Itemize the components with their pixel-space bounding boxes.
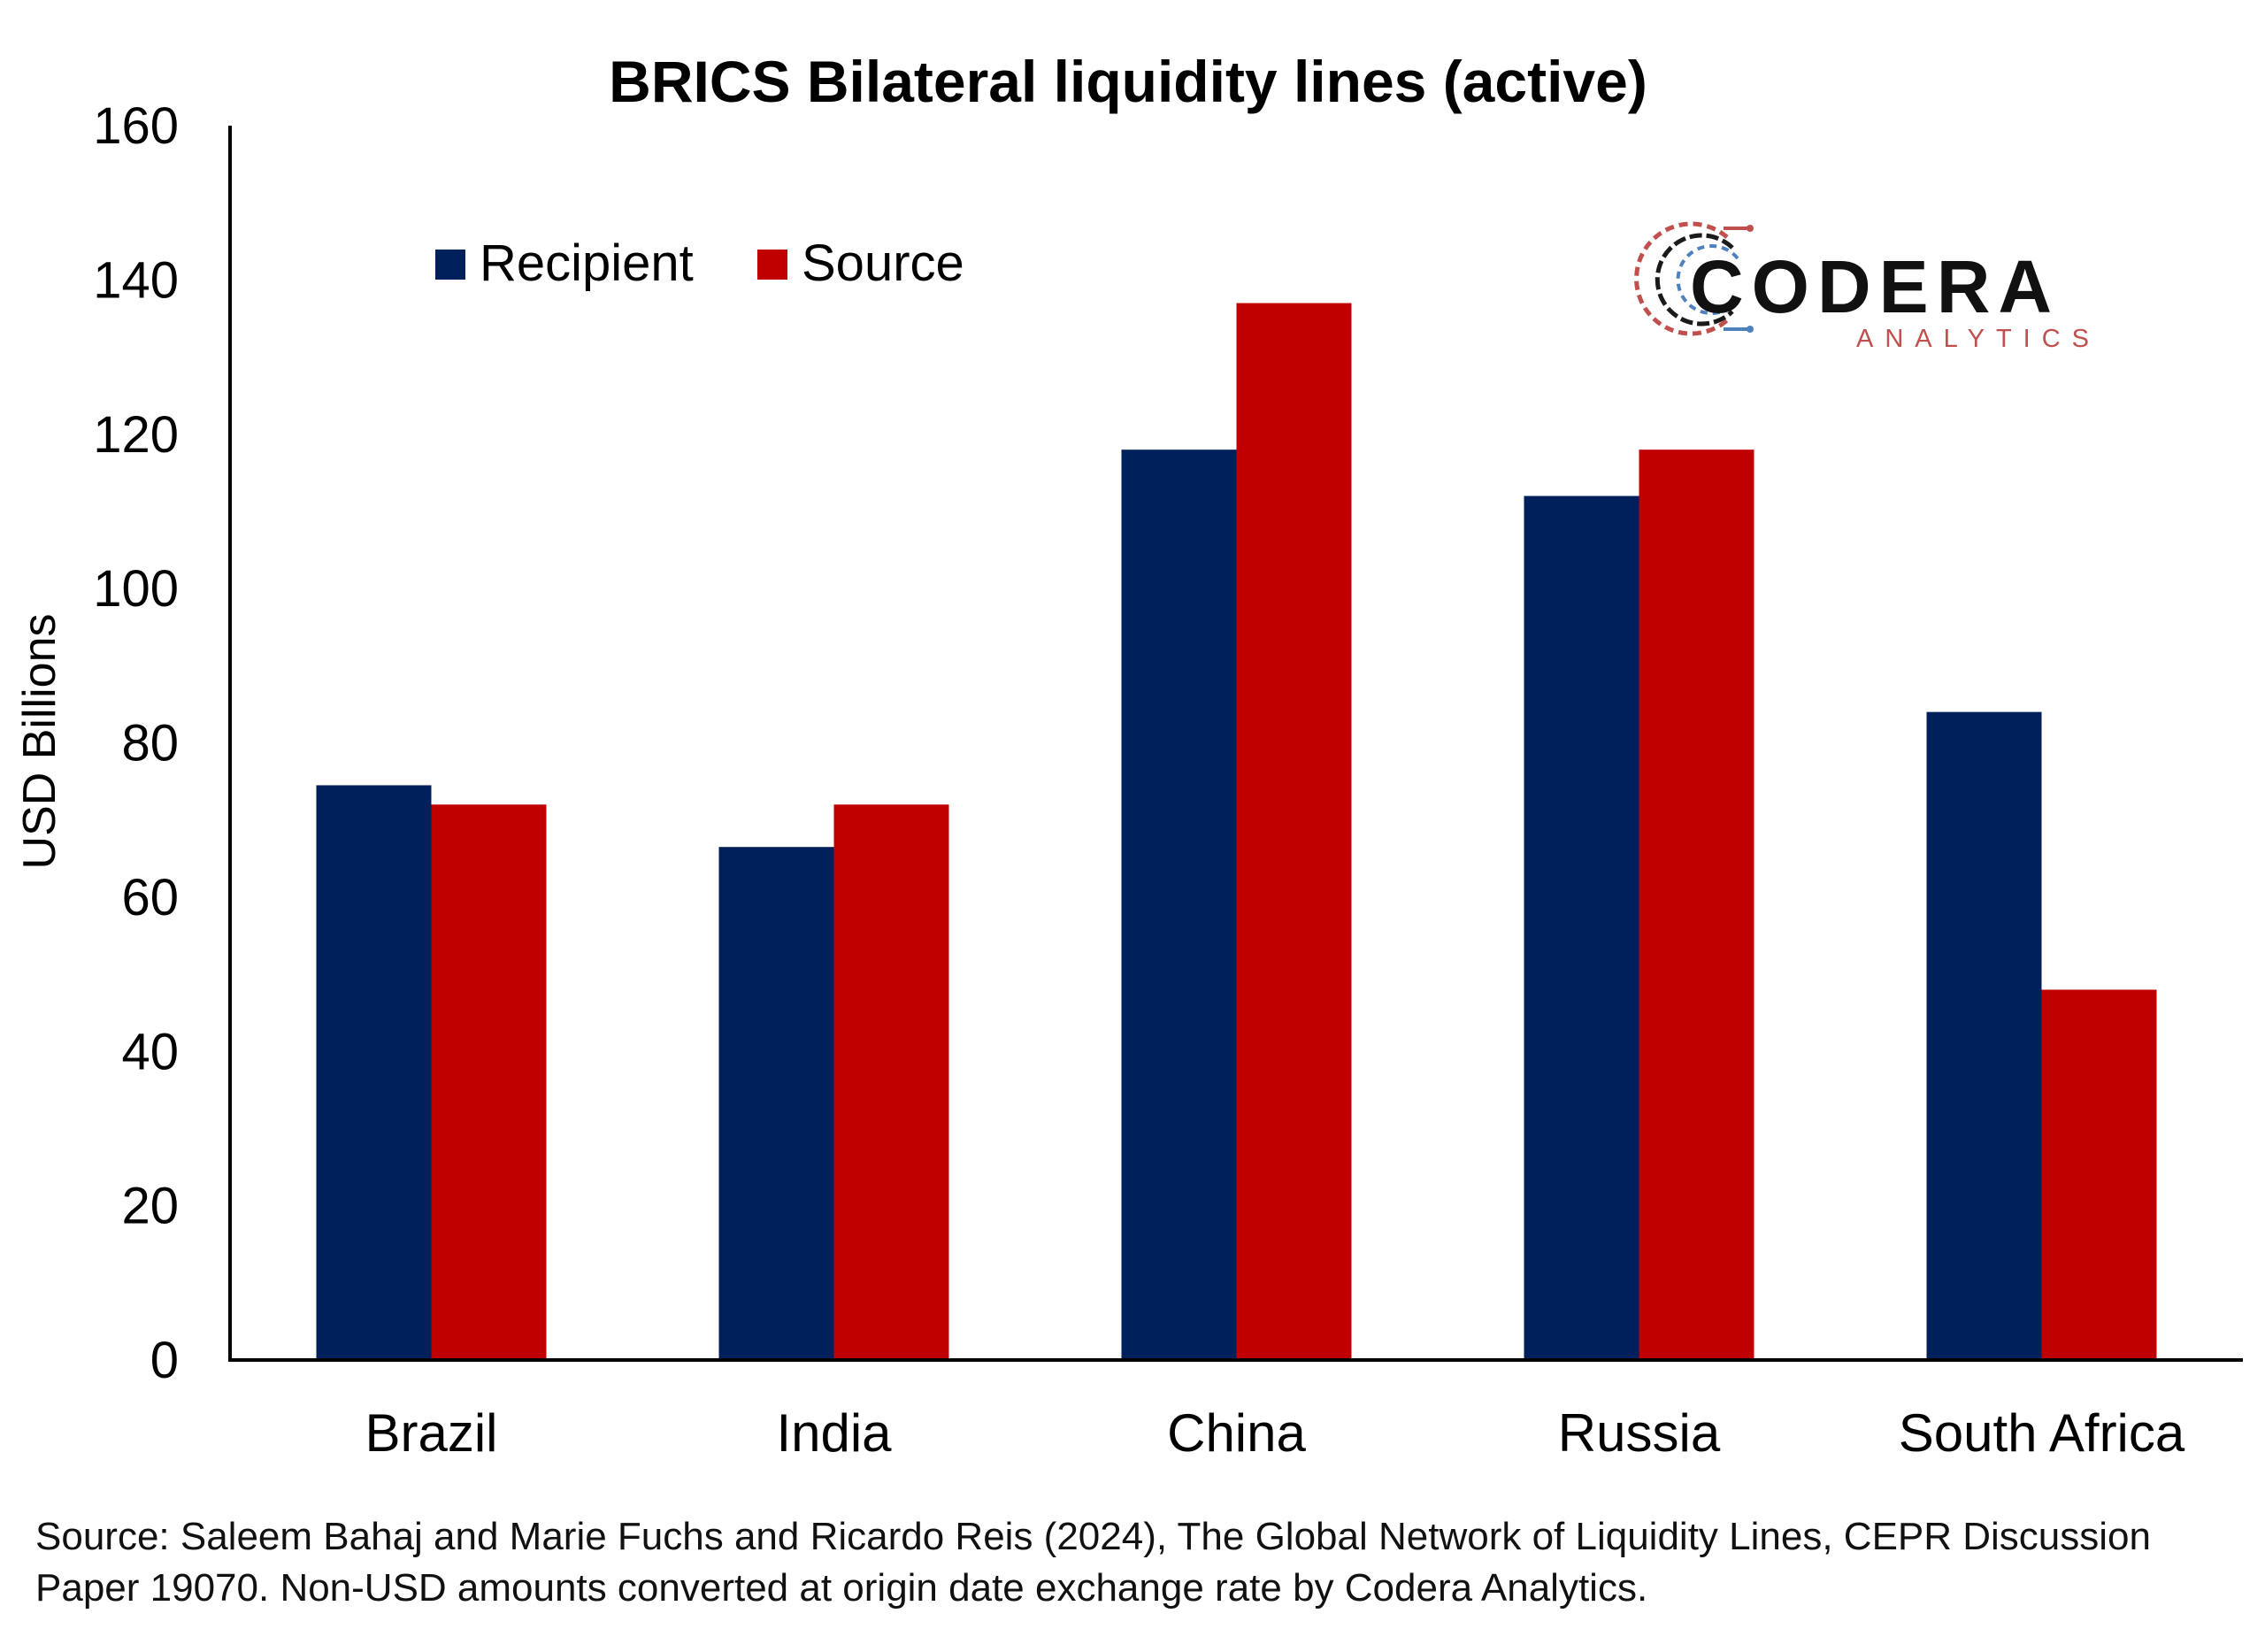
bar-recipient-russia (1524, 496, 1639, 1360)
bar-source-south-africa (2041, 989, 2157, 1360)
y-tick-label: 20 (121, 1178, 179, 1235)
y-tick-label: 60 (121, 869, 179, 926)
x-axis-categories: Brazil India China Russia South Africa (365, 1403, 2184, 1463)
x-category-label: Russia (1558, 1403, 1721, 1463)
y-tick-label: 80 (121, 715, 179, 772)
bars (316, 303, 2157, 1360)
x-category-label: Brazil (365, 1403, 497, 1463)
bar-source-china (1236, 303, 1352, 1360)
y-tick-label: 140 (93, 251, 179, 309)
bar-recipient-china (1121, 449, 1237, 1360)
x-category-label: India (776, 1403, 892, 1463)
legend-label-recipient: Recipient (480, 234, 694, 292)
y-tick-label: 0 (150, 1332, 179, 1389)
y-tick-label: 160 (93, 97, 179, 155)
bar-recipient-south-africa (1926, 711, 2042, 1360)
y-tick-label: 100 (93, 560, 179, 618)
y-tick-label: 40 (121, 1023, 179, 1080)
bar-source-india (833, 804, 949, 1360)
bar-source-brazil (431, 804, 547, 1360)
legend-swatch-source (757, 250, 787, 280)
y-axis-ticks: 0 20 40 60 80 100 120 140 160 (93, 97, 179, 1389)
y-tick-label: 120 (93, 406, 179, 464)
bar-recipient-brazil (316, 785, 432, 1360)
codera-logo: CODERA ANALYTICS (1634, 221, 2100, 353)
bar-recipient-india (718, 847, 834, 1360)
x-category-label: China (1167, 1403, 1306, 1463)
bar-source-russia (1639, 449, 1754, 1360)
x-category-label: South Africa (1899, 1403, 2185, 1463)
legend: Recipient Source (435, 234, 964, 292)
chart-title: BRICS Bilateral liquidity lines (active) (609, 49, 1647, 114)
y-axis-label: USD Billions (14, 614, 65, 870)
source-note: Source: Saleem Bahaj and Marie Fuchs and… (35, 1515, 2151, 1610)
logo-tagline: ANALYTICS (1856, 325, 2100, 353)
legend-swatch-recipient (435, 250, 465, 280)
circular-circuit-logo-icon (1634, 221, 1754, 336)
legend-label-source: Source (802, 234, 964, 292)
logo-wordmark: CODERA (1690, 245, 2060, 328)
